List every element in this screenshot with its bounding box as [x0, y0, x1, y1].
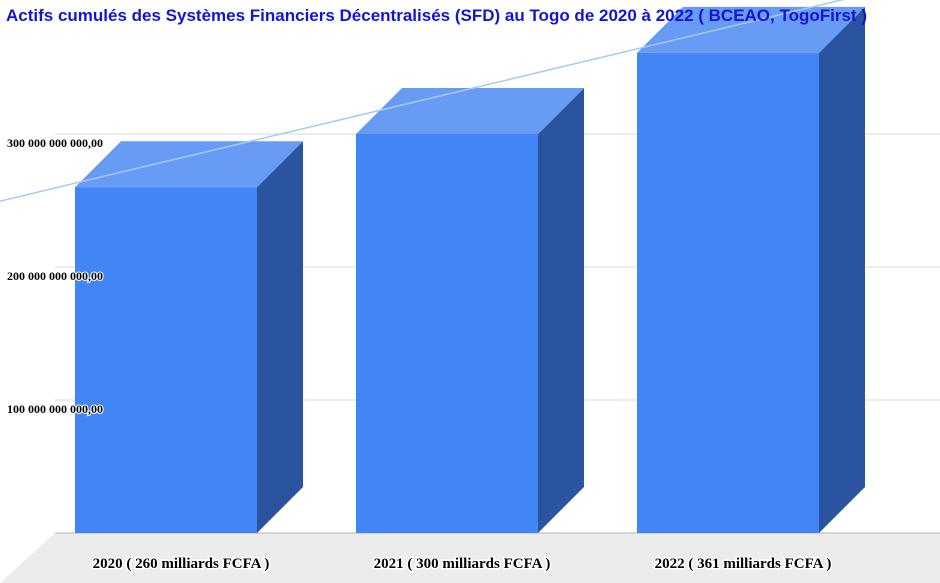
bar-side [819, 6, 865, 534]
y-tick-label: 200 000 000 000,00 [7, 269, 103, 283]
bar [356, 88, 584, 533]
bar-front [356, 134, 538, 533]
bar-top [356, 88, 584, 134]
x-axis-labels: 2020 ( 260 milliards FCFA ) 2021 ( 300 mi… [91, 555, 833, 574]
trendline [0, 0, 845, 202]
bar-front [637, 52, 819, 534]
bar [75, 141, 303, 533]
bar [637, 6, 865, 534]
bars [75, 6, 865, 534]
bar-top [637, 6, 865, 53]
chart-title: Actifs cumulés des Systèmes Financiers D… [6, 6, 867, 25]
trendline-layer [0, 0, 845, 202]
x-category-label: 2020 ( 260 milliards FCFA ) [93, 556, 270, 572]
floor-plane [0, 533, 940, 583]
y-tick-label: 100 000 000 000,00 [7, 402, 103, 416]
bar-side [257, 141, 303, 533]
bar-top [75, 141, 303, 188]
x-category-label: 2021 ( 300 milliards FCFA ) [374, 556, 551, 572]
y-tick-label: 300 000 000 000,00 [7, 136, 103, 150]
bar-front [75, 187, 257, 533]
y-axis-labels: 100 000 000 000,00 200 000 000 000,00 300 … [6, 135, 104, 417]
bar-side [538, 88, 584, 533]
x-category-label: 2022 ( 361 milliards FCFA ) [655, 556, 832, 572]
